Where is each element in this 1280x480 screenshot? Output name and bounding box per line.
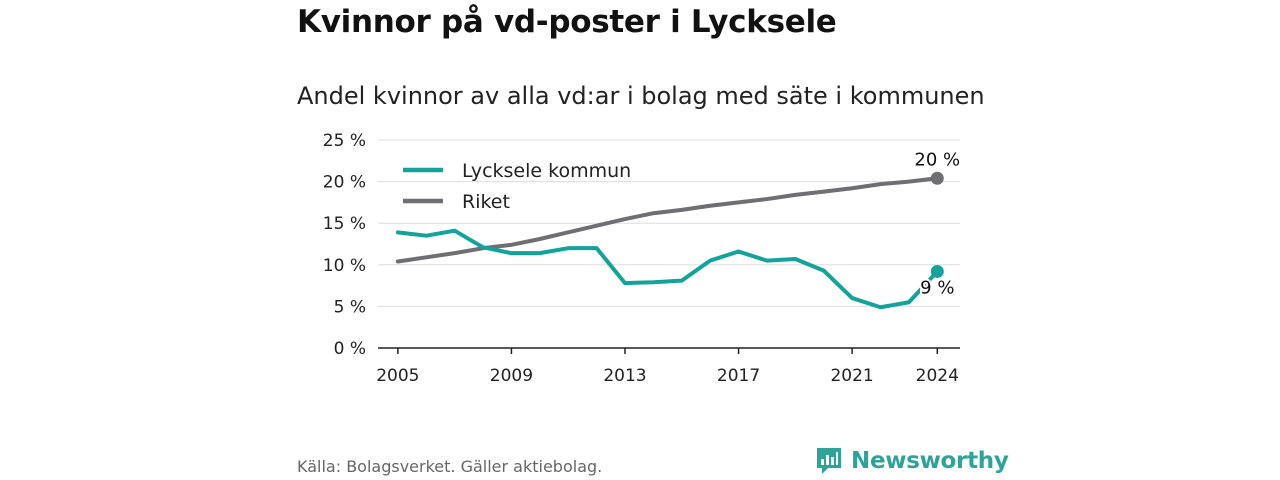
series-line-lycksele (395, 228, 940, 310)
brand-logo: Newsworthy (815, 446, 1009, 476)
x-tick-label: 2009 (490, 366, 533, 386)
chart-title: Kvinnor på vd-poster i Lycksele (297, 4, 837, 40)
end-label-lycksele: 9 % (920, 277, 954, 298)
end-label-riket: 20 % (914, 149, 960, 170)
x-tick-label: 2017 (717, 366, 760, 386)
y-tick-label: 5 % (334, 297, 366, 317)
y-tick-label: 25 % (323, 131, 366, 151)
legend-label-lycksele: Lycksele kommun (462, 160, 631, 182)
chart-subtitle: Andel kvinnor av alla vd:ar i bolag med … (297, 82, 985, 110)
brand-name: Newsworthy (851, 448, 1009, 474)
y-tick-label: 15 % (323, 214, 366, 234)
series-endpoint-riket (930, 171, 944, 185)
line-chart: 0 % 5 % 10 % 15 % 20 % 25 % 2005 2009 2013 2017 20… (323, 131, 962, 386)
x-tick-label: 2024 (916, 366, 959, 386)
y-tick-label: 20 % (323, 173, 366, 193)
source-note: Källa: Bolagsverket. Gäller aktiebolag. (297, 457, 603, 476)
y-tick-label: 10 % (323, 256, 366, 276)
newsworthy-icon (817, 448, 841, 474)
legend-label-riket: Riket (462, 191, 510, 213)
x-tick-label: 2021 (830, 366, 873, 386)
series-endpoint-lycksele (930, 264, 944, 278)
x-tick-label: 2013 (603, 366, 646, 386)
x-tick-label: 2005 (376, 366, 419, 386)
y-tick-label: 0 % (334, 339, 366, 359)
